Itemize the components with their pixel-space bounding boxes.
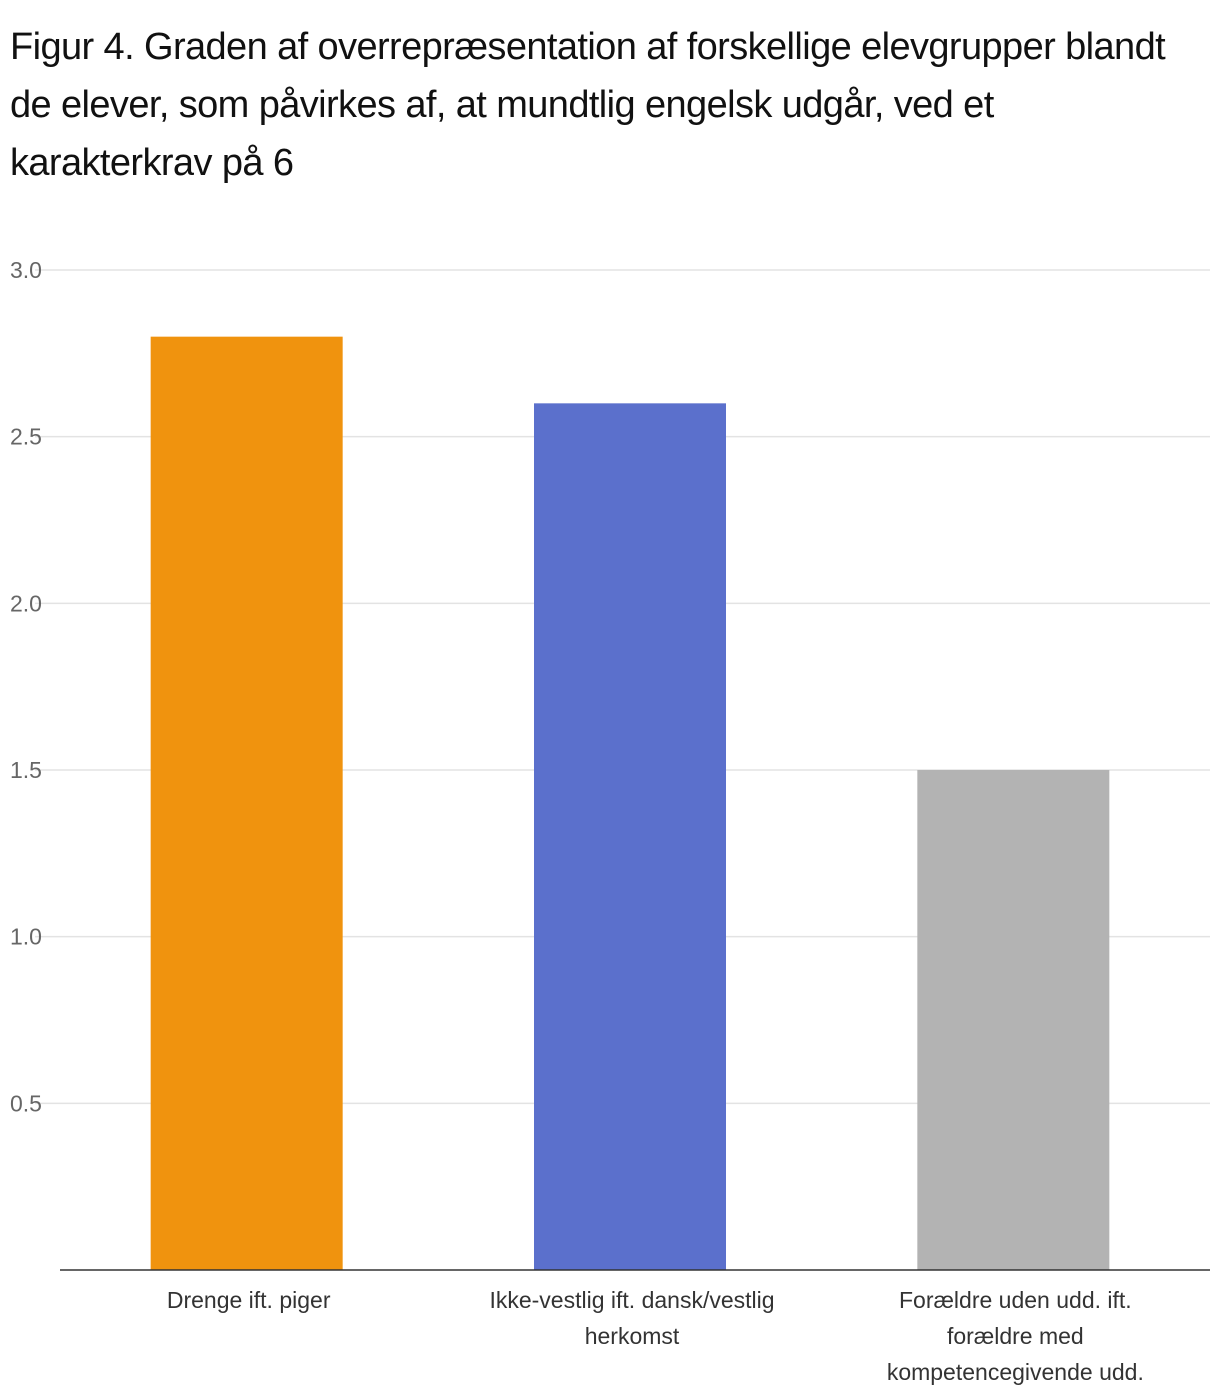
bar [534, 403, 726, 1270]
bars [150, 336, 1110, 1271]
x-tick-label: kompetencegivende udd. [887, 1359, 1144, 1385]
x-tick-label: herkomst [585, 1323, 680, 1349]
x-axis-labels: Drenge ift. piger Ikke-vestlig ift. dansk… [167, 1287, 1144, 1385]
bar [150, 336, 343, 1271]
x-tick-label: Forældre uden udd. ift. [899, 1287, 1132, 1313]
bar [917, 770, 1110, 1270]
y-tick-label: 1.0 [10, 924, 42, 950]
y-tick-label: 0.5 [10, 1090, 42, 1116]
y-axis-ticks: 0.5 1.0 1.5 2.0 2.5 3.0 [10, 257, 42, 1116]
y-tick-label: 1.5 [10, 757, 42, 783]
y-tick-label: 3.0 [10, 257, 42, 283]
x-tick-label: Ikke-vestlig ift. dansk/vestlig [489, 1287, 774, 1313]
y-tick-label: 2.0 [10, 590, 42, 616]
chart-title: Figur 4. Graden af overrepræsentation af… [10, 26, 1166, 184]
x-tick-label: forældre med [947, 1323, 1084, 1349]
y-tick-label: 2.5 [10, 424, 42, 450]
x-tick-label: Drenge ift. piger [167, 1287, 331, 1313]
